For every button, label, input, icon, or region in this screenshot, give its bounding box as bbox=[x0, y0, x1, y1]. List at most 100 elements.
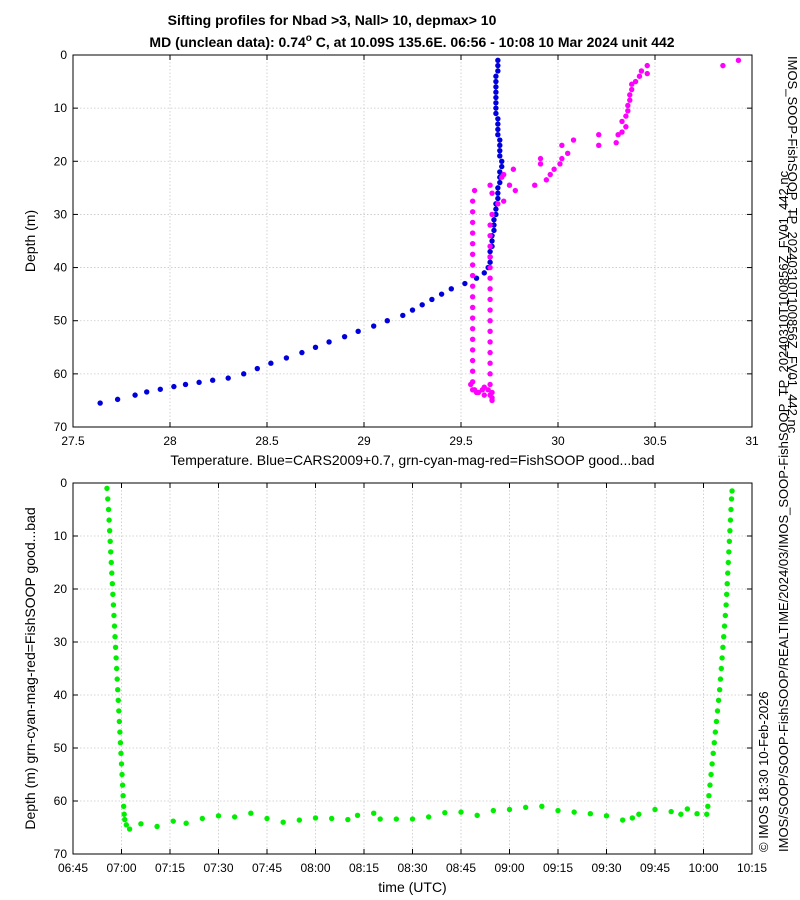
data-point bbox=[487, 371, 493, 377]
data-point bbox=[231, 814, 238, 820]
data-point bbox=[495, 190, 501, 196]
chart-title: Sifting profiles for Nbad >3, Nall> 10, … bbox=[168, 12, 497, 28]
y-tick-label: 30 bbox=[54, 207, 68, 221]
data-point bbox=[112, 644, 119, 650]
data-point bbox=[419, 302, 425, 308]
data-point bbox=[629, 815, 636, 821]
data-point bbox=[469, 357, 476, 364]
x-tick-label: 30 bbox=[551, 434, 565, 448]
data-point bbox=[495, 201, 501, 207]
data-point bbox=[491, 227, 497, 234]
data-point bbox=[355, 328, 361, 335]
data-point bbox=[487, 232, 493, 239]
data-point bbox=[625, 102, 631, 109]
data-point bbox=[495, 62, 501, 69]
data-point bbox=[115, 697, 121, 703]
data-point bbox=[721, 634, 727, 640]
data-point bbox=[487, 286, 493, 292]
data-point bbox=[469, 240, 476, 247]
top-series bbox=[97, 57, 742, 406]
data-point bbox=[623, 113, 629, 119]
data-point bbox=[629, 86, 635, 93]
data-point bbox=[154, 823, 160, 830]
x-tick-label: 07:00 bbox=[106, 861, 136, 875]
data-point bbox=[171, 383, 177, 390]
data-point bbox=[280, 819, 286, 825]
data-point bbox=[248, 810, 254, 816]
data-point bbox=[489, 190, 495, 196]
data-point bbox=[429, 296, 435, 303]
data-point bbox=[409, 816, 416, 822]
subtitle-pre: MD (unclean data): 0.74 bbox=[149, 34, 306, 50]
data-point bbox=[596, 142, 602, 149]
x-tick-label: 09:15 bbox=[543, 861, 573, 875]
x-tick-label: 10:15 bbox=[737, 861, 767, 875]
data-point bbox=[644, 70, 650, 77]
data-point bbox=[619, 817, 626, 823]
data-point bbox=[487, 264, 493, 271]
data-point bbox=[724, 581, 730, 587]
data-point bbox=[469, 198, 476, 204]
data-point bbox=[215, 813, 222, 819]
data-point bbox=[714, 708, 721, 714]
y-tick-label: 60 bbox=[54, 367, 68, 381]
x-tick-label: 30.5 bbox=[643, 434, 667, 448]
data-point bbox=[487, 182, 493, 188]
data-point bbox=[341, 333, 348, 340]
data-point bbox=[495, 195, 501, 202]
data-point bbox=[493, 105, 499, 111]
data-point bbox=[495, 185, 501, 191]
data-point bbox=[493, 110, 499, 117]
data-point bbox=[493, 100, 499, 106]
data-point bbox=[481, 392, 487, 398]
data-point bbox=[474, 812, 480, 819]
top-x-axis-label: Temperature. Blue=CARS2009+0.7, grn-cyan… bbox=[170, 452, 654, 468]
data-point bbox=[723, 602, 729, 608]
data-point bbox=[114, 396, 121, 403]
x-tick-label: 08:15 bbox=[349, 861, 379, 875]
data-point bbox=[712, 729, 719, 735]
data-point bbox=[283, 355, 290, 361]
path-file-name: IMOS_SOOP-FishSOOP_TP_20240310T100856Z_F… bbox=[776, 170, 791, 548]
data-point bbox=[296, 817, 303, 823]
data-point bbox=[704, 811, 710, 817]
data-point bbox=[636, 73, 643, 79]
y-tick-label: 70 bbox=[54, 847, 68, 861]
y-tick-label: 20 bbox=[54, 582, 68, 596]
data-point bbox=[495, 126, 501, 133]
data-point bbox=[299, 349, 305, 356]
data-point bbox=[462, 280, 468, 287]
data-point bbox=[106, 517, 112, 523]
data-point bbox=[409, 307, 416, 313]
y-tick-label: 60 bbox=[54, 794, 68, 808]
data-point bbox=[118, 750, 124, 756]
data-point bbox=[506, 182, 513, 188]
top-y-axis-label: Depth (m) bbox=[22, 210, 38, 272]
y-tick-label: 10 bbox=[54, 101, 68, 115]
data-point bbox=[109, 570, 115, 576]
y-tick-label: 20 bbox=[54, 154, 68, 168]
data-point bbox=[118, 761, 125, 767]
data-point bbox=[487, 275, 493, 281]
data-point bbox=[487, 296, 493, 303]
data-point bbox=[493, 206, 499, 212]
data-point bbox=[537, 155, 544, 162]
data-point bbox=[400, 312, 406, 319]
y-tick-label: 40 bbox=[54, 688, 68, 702]
data-point bbox=[587, 811, 594, 817]
data-point bbox=[551, 166, 557, 172]
data-point bbox=[377, 816, 383, 822]
data-point bbox=[499, 163, 505, 170]
data-point bbox=[493, 94, 499, 101]
data-point bbox=[499, 174, 505, 180]
data-point bbox=[458, 809, 464, 815]
data-point bbox=[522, 804, 529, 811]
data-point bbox=[209, 377, 216, 383]
data-point bbox=[469, 262, 476, 268]
data-point bbox=[473, 275, 480, 281]
data-point bbox=[264, 815, 270, 822]
data-point bbox=[119, 771, 125, 778]
data-point bbox=[469, 387, 476, 393]
data-point bbox=[487, 222, 493, 228]
